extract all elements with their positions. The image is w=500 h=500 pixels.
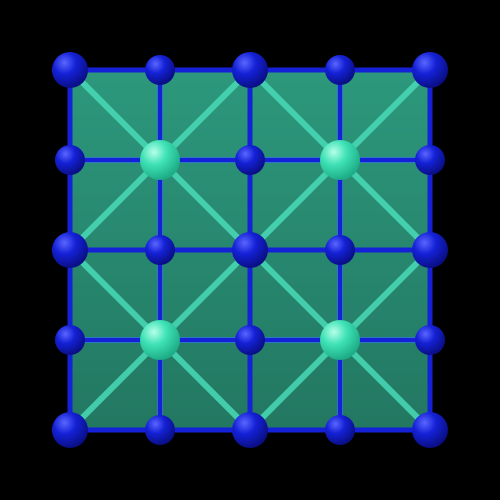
atom-corner <box>232 232 268 268</box>
atom-edge <box>235 325 265 355</box>
atom-edge <box>145 55 175 85</box>
atom-center <box>140 140 180 180</box>
atom-corner <box>412 232 448 268</box>
atom-edge <box>55 325 85 355</box>
atom-edge <box>415 145 445 175</box>
atom-corner <box>232 52 268 88</box>
atom-edge <box>145 415 175 445</box>
atom-corner <box>52 52 88 88</box>
crystal-lattice-diagram <box>0 0 500 500</box>
atom-corner <box>52 232 88 268</box>
atom-center <box>320 140 360 180</box>
atom-edge <box>145 235 175 265</box>
atom-edge <box>325 235 355 265</box>
atom-corner <box>412 52 448 88</box>
atom-edge <box>325 415 355 445</box>
atom-corner <box>232 412 268 448</box>
atom-corner <box>52 412 88 448</box>
atom-center <box>320 320 360 360</box>
atom-edge <box>415 325 445 355</box>
atom-edge <box>325 55 355 85</box>
atom-edge <box>235 145 265 175</box>
atom-center <box>140 320 180 360</box>
atom-corner <box>412 412 448 448</box>
atom-edge <box>55 145 85 175</box>
